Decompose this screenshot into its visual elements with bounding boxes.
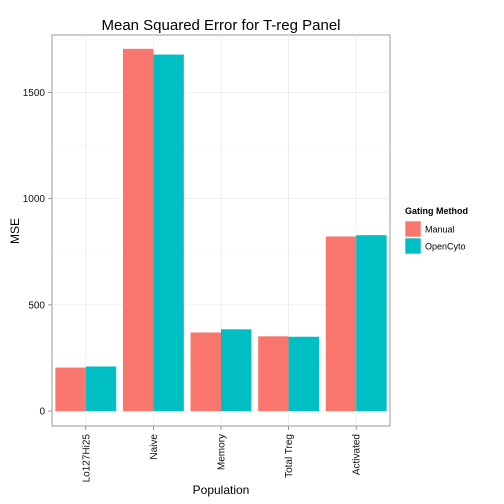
bar-opencyto-3	[288, 336, 320, 412]
x-axis: Lo127Hi25 Naive Memory Total Treg Activated	[81, 426, 363, 483]
bar-manual-4	[325, 236, 357, 412]
bar-manual-3	[258, 336, 289, 412]
x-tick-label: Naive	[149, 434, 160, 460]
legend-label-opencyto: OpenCyto	[425, 242, 466, 252]
bar-opencyto-1	[153, 54, 184, 412]
x-tick-label: Total Treg	[284, 434, 295, 478]
bar-opencyto-2	[221, 329, 252, 412]
bar-opencyto-4	[356, 235, 387, 412]
legend-key-opencyto	[404, 237, 422, 255]
bars	[55, 48, 387, 412]
legend-title: Gating Method	[405, 206, 468, 216]
chart-title: Mean Squared Error for T-reg Panel	[101, 17, 340, 34]
x-tick-label: Memory	[217, 434, 228, 470]
x-tick-label: Activated	[352, 434, 363, 475]
bar-manual-0	[55, 367, 86, 412]
bar-manual-1	[122, 48, 154, 412]
legend-key-manual	[404, 220, 422, 238]
legend-label-manual: Manual	[425, 225, 455, 235]
y-tick-label: 0	[39, 407, 45, 418]
y-tick-label: 1500	[23, 88, 46, 99]
bar-opencyto-0	[85, 366, 117, 412]
x-tick-label: Lo127Hi25	[81, 434, 92, 483]
y-axis-title: MSE	[8, 218, 22, 244]
y-tick-label: 1000	[23, 194, 46, 205]
y-axis: 0 500 1000 1500	[23, 88, 52, 418]
x-axis-title: Population	[193, 483, 250, 497]
legend: Gating Method Manual OpenCyto	[404, 206, 468, 255]
bar-manual-2	[190, 332, 221, 412]
y-tick-label: 500	[28, 300, 45, 311]
